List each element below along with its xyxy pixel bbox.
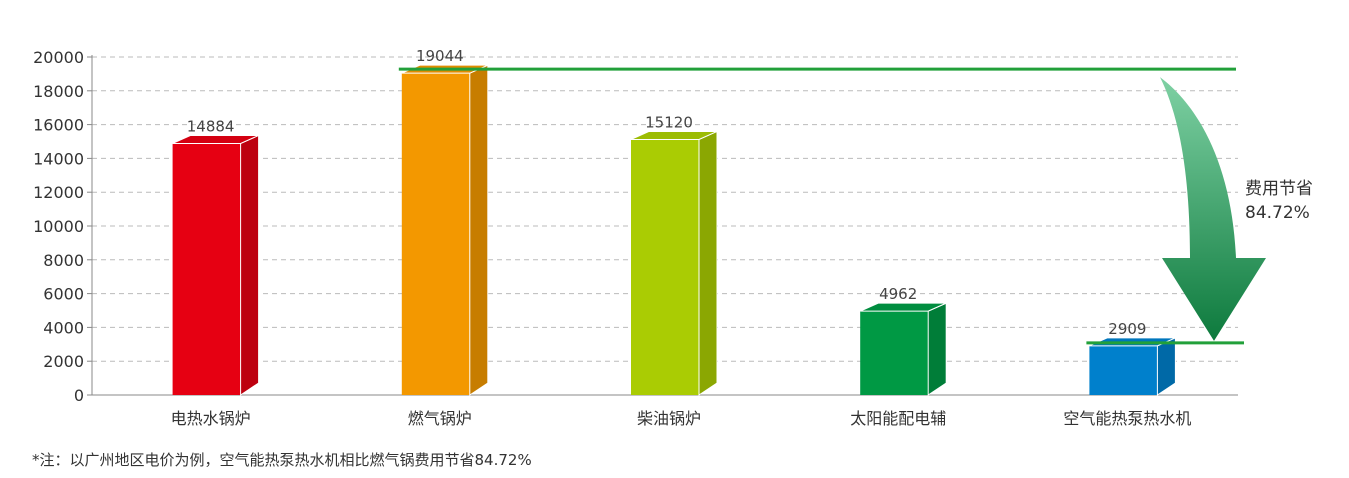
y-tick-label: 0	[74, 386, 84, 405]
data-label: 15120	[645, 113, 693, 131]
y-tick-label: 12000	[33, 183, 84, 202]
y-tick-label: 8000	[43, 251, 84, 270]
y-tick-label: 10000	[33, 217, 84, 236]
data-label: 4962	[879, 285, 917, 303]
category-labels: 电热水锅炉 燃气锅炉 柴油锅炉 太阳能配电辅 空气能热泵热水机	[171, 409, 1192, 428]
data-labels: 14884 19044 15120 4962 2909	[187, 47, 1147, 338]
bar	[1089, 337, 1176, 396]
data-label: 14884	[187, 117, 235, 135]
bar-side	[1156, 337, 1176, 396]
bar-side	[469, 64, 489, 396]
bar	[630, 130, 718, 396]
grid-lines	[92, 56, 1238, 362]
bar-side	[240, 134, 260, 396]
y-tick-label: 16000	[33, 116, 84, 135]
bar	[401, 64, 489, 396]
bar-side	[927, 302, 947, 396]
bar-front	[1089, 345, 1158, 395]
category-label: 空气能热泵热水机	[1063, 409, 1191, 428]
data-label: 19044	[416, 47, 464, 65]
category-label: 太阳能配电辅	[850, 409, 946, 428]
bar-top	[859, 302, 947, 312]
data-label: 2909	[1108, 320, 1146, 338]
y-tick-label: 4000	[43, 318, 84, 337]
bar	[172, 134, 260, 396]
bar-top	[172, 134, 259, 144]
category-label: 柴油锅炉	[637, 409, 701, 428]
y-tick-label: 18000	[33, 82, 84, 101]
footnote: *注：以广州地区电价为例，空气能热泵热水机相比燃气锅费用节省84.72%	[32, 451, 532, 469]
y-tick-label: 2000	[43, 352, 84, 371]
bar	[859, 302, 947, 396]
bar-top	[630, 130, 718, 140]
bar-front	[631, 139, 699, 395]
y-tick-label: 14000	[33, 149, 84, 168]
bar-front	[172, 143, 241, 395]
bars	[172, 64, 1176, 396]
y-axis-ticks: 0 2000 4000 6000 8000 10000 12000 14000 16000 180…	[33, 48, 92, 405]
category-label: 燃气锅炉	[408, 409, 472, 428]
category-label: 电热水锅炉	[171, 409, 251, 428]
bar-side	[698, 130, 718, 396]
bar-front	[860, 311, 929, 395]
bar-front	[401, 73, 470, 395]
y-tick-label: 6000	[43, 285, 84, 304]
y-tick-label: 20000	[33, 48, 84, 67]
saving-label: 费用节省	[1245, 179, 1313, 199]
down-arrow-icon	[1160, 77, 1266, 341]
saving-percent: 84.72%	[1245, 203, 1310, 223]
